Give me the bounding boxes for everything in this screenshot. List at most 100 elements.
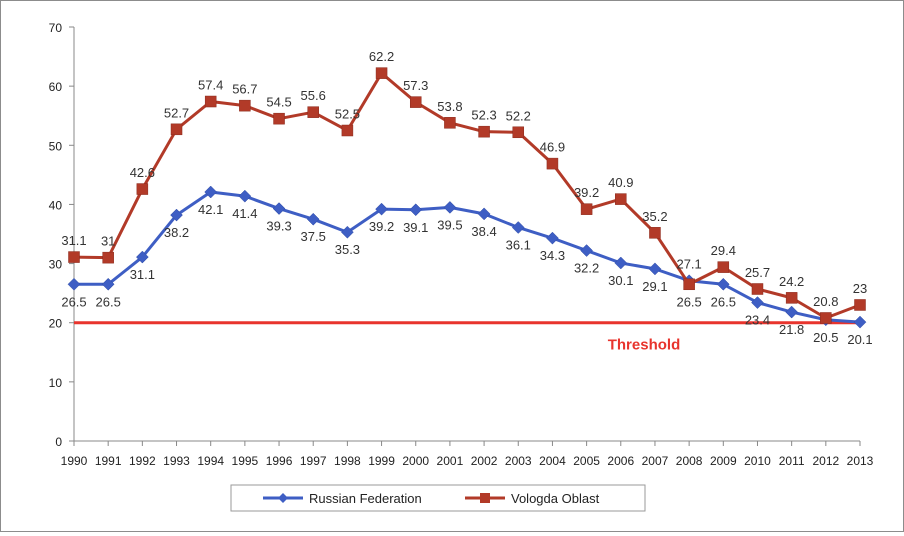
threshold-label: Threshold	[608, 337, 681, 354]
data-point-vologda-oblast	[717, 261, 730, 273]
x-tick-label: 2006	[607, 454, 634, 468]
data-point-russian-federation	[580, 244, 593, 257]
data-point-vologda-oblast	[273, 112, 285, 125]
legend-label-russian-federation: Russian Federation	[309, 491, 422, 506]
x-tick-label: 2013	[847, 454, 874, 468]
data-point-vologda-oblast	[512, 126, 525, 139]
data-label-vologda-oblast: 52.5	[335, 107, 360, 122]
x-tick-label: 2008	[676, 454, 703, 468]
data-point-russian-federation	[204, 185, 218, 199]
threshold-layer: Threshold	[74, 321, 860, 354]
data-point-vologda-oblast	[854, 299, 866, 311]
data-label-vologda-oblast: 35.2	[642, 209, 667, 224]
x-tick-label: 1993	[163, 454, 190, 468]
data-point-vologda-oblast	[580, 203, 593, 215]
data-label-russian-federation: 42.1	[198, 202, 223, 217]
data-point-vologda-oblast	[375, 67, 388, 79]
x-tick-label: 2012	[812, 454, 839, 468]
series-layer	[67, 67, 867, 329]
x-tick-label: 1995	[232, 454, 259, 468]
x-tick-label: 1998	[334, 454, 361, 468]
x-tick-label: 1991	[95, 454, 122, 468]
data-label-vologda-oblast: 57.4	[198, 78, 223, 93]
data-point-russian-federation	[614, 256, 628, 270]
data-point-vologda-oblast	[649, 227, 661, 239]
y-tick-label: 60	[49, 80, 63, 94]
legend: Russian Federation Vologda Oblast	[230, 484, 646, 512]
data-label-russian-federation: 26.5	[96, 294, 121, 309]
data-point-russian-federation	[443, 201, 457, 214]
data-label-russian-federation: 39.5	[437, 217, 462, 232]
data-label-vologda-oblast: 52.2	[506, 108, 531, 123]
data-label-russian-federation: 37.5	[301, 229, 326, 244]
x-tick-label: 2003	[505, 454, 532, 468]
x-tick-label: 1997	[300, 454, 327, 468]
data-point-vologda-oblast	[820, 312, 832, 324]
data-point-russian-federation	[306, 212, 320, 226]
data-labels: 26.5 26.5 31.1 38.2 42.1 41.4 39.3 37.5 35.3 39.2…	[61, 49, 872, 347]
data-point-russian-federation	[67, 277, 81, 291]
data-point-vologda-oblast	[68, 251, 80, 263]
legend-label-vologda-oblast: Vologda Oblast	[511, 491, 600, 506]
data-point-vologda-oblast	[444, 117, 456, 129]
data-point-russian-federation	[785, 305, 799, 319]
data-label-vologda-oblast: 26.5	[676, 294, 701, 309]
data-label-vologda-oblast: 20.8	[813, 294, 838, 309]
data-label-russian-federation: 20.5	[813, 330, 838, 345]
data-label-vologda-oblast: 25.7	[745, 265, 770, 280]
data-label-vologda-oblast: 31	[101, 234, 115, 249]
data-label-vologda-oblast: 57.3	[403, 78, 428, 93]
data-label-russian-federation: 39.2	[369, 219, 394, 234]
data-label-vologda-oblast: 29.4	[711, 243, 736, 258]
data-label-russian-federation: 30.1	[608, 273, 633, 288]
data-label-vologda-oblast: 54.5	[266, 95, 291, 110]
x-tick-label: 1994	[197, 454, 224, 468]
y-tick-label: 70	[49, 21, 63, 35]
data-point-vologda-oblast	[683, 278, 695, 291]
data-point-russian-federation	[853, 315, 867, 329]
series-line-russian-federation	[74, 190, 861, 324]
data-point-russian-federation	[648, 262, 662, 276]
data-label-russian-federation: 27.1	[676, 257, 701, 272]
data-label-vologda-oblast: 24.2	[779, 274, 804, 289]
data-label-russian-federation: 39.3	[266, 219, 291, 234]
series-line-vologda-oblast	[73, 71, 861, 320]
data-label-vologda-oblast: 52.7	[164, 105, 189, 120]
data-label-russian-federation: 20.1	[847, 332, 872, 347]
data-point-vologda-oblast	[102, 251, 114, 264]
data-label-russian-federation: 26.5	[61, 294, 86, 309]
data-point-russian-federation	[716, 277, 730, 291]
data-point-vologda-oblast	[170, 123, 183, 136]
y-tick-label: 20	[49, 317, 63, 331]
data-label-russian-federation: 39.1	[403, 220, 428, 235]
data-label-vologda-oblast: 55.6	[301, 88, 326, 103]
data-label-vologda-oblast: 62.2	[369, 49, 394, 64]
data-label-russian-federation: 26.5	[711, 294, 736, 309]
x-tick-label: 2010	[744, 454, 771, 468]
data-point-vologda-oblast	[239, 99, 251, 112]
x-tick-label: 1992	[129, 454, 156, 468]
data-label-russian-federation: 23.4	[745, 313, 770, 328]
data-label-russian-federation: 32.2	[574, 261, 599, 276]
y-tick-label: 0	[55, 435, 62, 449]
data-point-vologda-oblast	[136, 183, 149, 195]
x-tick-label: 2005	[573, 454, 600, 468]
y-tick-label: 40	[49, 198, 63, 212]
data-point-russian-federation	[375, 202, 388, 216]
x-tick-label: 2000	[402, 454, 429, 468]
data-label-vologda-oblast: 53.8	[437, 99, 462, 114]
x-tick-label: 1990	[61, 454, 88, 468]
data-label-russian-federation: 31.1	[130, 267, 155, 282]
data-point-russian-federation	[238, 189, 252, 203]
x-tick-label: 2007	[642, 454, 669, 468]
data-label-vologda-oblast: 42.6	[130, 165, 155, 180]
data-point-russian-federation	[751, 296, 764, 309]
data-point-russian-federation	[511, 221, 525, 234]
data-label-vologda-oblast: 23	[853, 281, 867, 296]
x-tick-label: 1996	[266, 454, 293, 468]
x-tick-label: 1999	[368, 454, 395, 468]
data-label-russian-federation: 38.2	[164, 225, 189, 240]
x-tick-label: 2002	[471, 454, 498, 468]
